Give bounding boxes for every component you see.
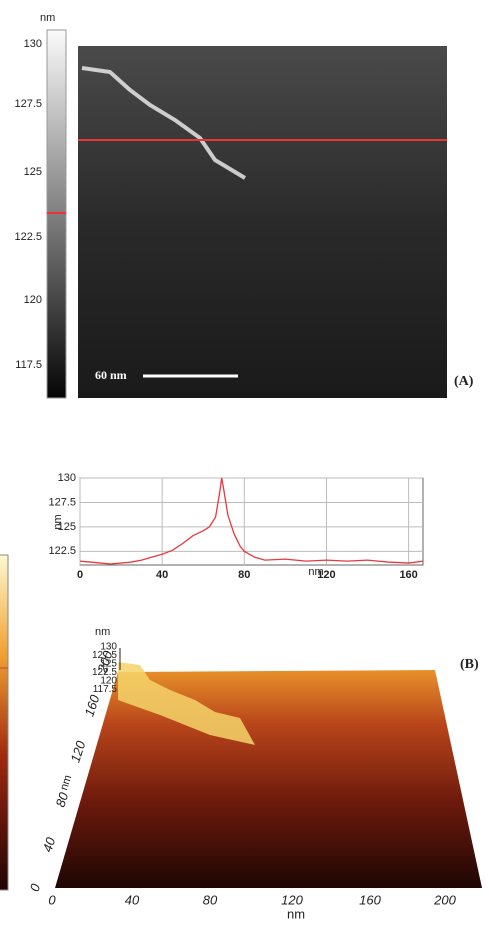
- z-tick-label: 125: [100, 659, 117, 670]
- y-tick-label: 40: [40, 835, 59, 854]
- z-tick-label: 122.5: [92, 667, 117, 678]
- colorbar-tick-label: 117.5: [15, 359, 42, 371]
- colorbar-unit: nm: [40, 12, 55, 24]
- y-tick-label: 80: [53, 790, 72, 809]
- x-tick-label: 120: [317, 569, 335, 581]
- x-tick-label: 0: [77, 569, 83, 581]
- y-axis-label: nm: [52, 514, 64, 529]
- afm-feature: [81, 66, 247, 180]
- profile-line: [79, 477, 424, 565]
- x-tick-label: 160: [399, 569, 417, 581]
- y-tick-label: 125: [58, 521, 76, 533]
- y-tick-label: 0: [27, 881, 44, 893]
- colorbar-tick-label: 130: [24, 38, 42, 50]
- colorbar: [0, 554, 9, 891]
- z-unit: nm: [95, 626, 110, 638]
- scale-bar-label: 60 nm: [95, 368, 127, 382]
- colorbar-tick-label: 122.5: [14, 231, 42, 243]
- y-tick-label: 130: [58, 472, 76, 484]
- y-tick-label: 120: [68, 738, 89, 764]
- profile-chart: 122.5 125 127.5 130 0 40 80 120 160 nm nm: [48, 472, 424, 581]
- afm-surface: [55, 670, 482, 888]
- x-axis-label: nm: [308, 566, 323, 578]
- x-tick-label: 120: [281, 892, 303, 907]
- x-tick-label: 40: [125, 892, 140, 907]
- afm-image: [78, 46, 447, 398]
- colorbar-ticks: 130 127.5 125 122.5 120 117.5: [14, 38, 42, 371]
- panel-label: (B): [460, 657, 479, 672]
- afm-ridge: [118, 662, 255, 745]
- z-tick-label: 130: [100, 642, 117, 653]
- x-tick-label: 40: [156, 569, 168, 581]
- colorbar-tick-label: 127.5: [14, 98, 42, 110]
- x-tick-label: 160: [359, 892, 381, 907]
- y-tick-label: 160: [82, 692, 103, 718]
- y-tick-label: 127.5: [48, 496, 76, 508]
- z-tick-label: 117.5: [93, 684, 118, 695]
- colorbar-tick-label: 125: [24, 166, 42, 178]
- x-tick-label: 80: [203, 892, 218, 907]
- x-tick-label: 0: [48, 892, 56, 907]
- z-tick-label: 120: [100, 676, 117, 687]
- colorbar-tick-label: 120: [24, 294, 42, 306]
- x-unit: nm: [287, 906, 305, 921]
- panel-label: (A): [454, 374, 474, 389]
- x-tick-label: 200: [433, 892, 456, 907]
- y-unit: nm: [58, 774, 74, 792]
- y-tick-label: 122.5: [48, 545, 76, 557]
- z-tick-label: 127.5: [92, 650, 117, 661]
- plot-area: [79, 477, 424, 566]
- y-tick-label: 200: [94, 648, 116, 675]
- x-tick-label: 80: [238, 569, 250, 581]
